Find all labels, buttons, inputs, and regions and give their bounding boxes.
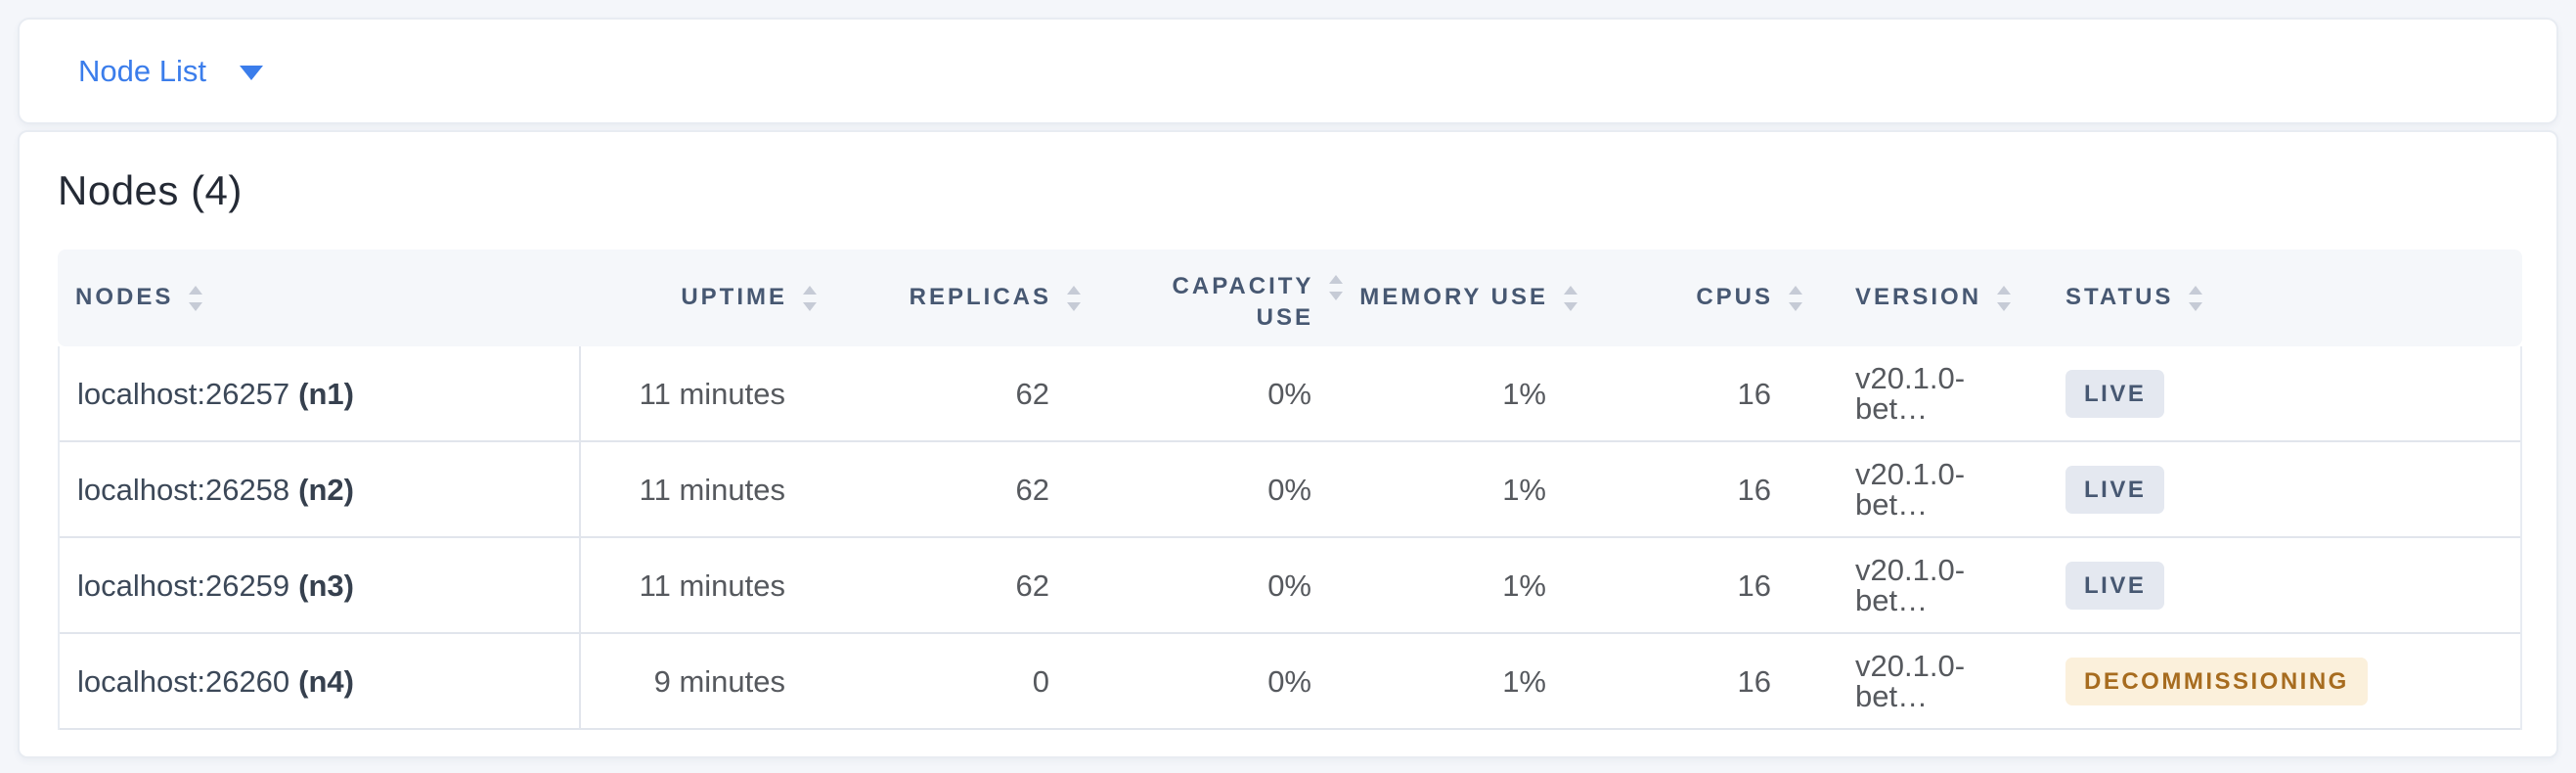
status-cell: LIVE (2019, 369, 2520, 418)
cpus-cell: 16 (1737, 376, 1771, 411)
memory-use-cell: 1% (1502, 376, 1546, 411)
sort-icon[interactable] (1561, 285, 1580, 312)
column-label: Replicas (909, 284, 1051, 311)
column-header-replicas[interactable]: Replicas (825, 250, 1089, 346)
sort-icon[interactable] (1994, 285, 2014, 312)
replicas-cell: 62 (1015, 568, 1049, 603)
column-header-version[interactable]: Version (1811, 250, 2019, 346)
uptime-cell: 9 minutes (653, 663, 785, 699)
version-cell: v20.1.0-bet… (1855, 553, 1966, 617)
capacity-use-cell: 0% (1267, 472, 1311, 507)
table-row-n2[interactable]: localhost:26258 (n2) 11 minutes 62 0% 1%… (60, 442, 2520, 538)
column-label: CPUs (1696, 284, 1773, 311)
view-selector-bar: Node List (18, 18, 2558, 124)
cpus-cell: 16 (1737, 568, 1771, 603)
view-selector-label: Node List (78, 54, 206, 88)
column-header-memory-use[interactable]: Memory Use (1352, 250, 1586, 346)
uptime-cell: 11 minutes (639, 568, 785, 603)
node-id: (n1) (298, 376, 354, 411)
node-address-cell[interactable]: localhost:26258 (n2) (60, 442, 581, 536)
node-id: (n4) (298, 663, 354, 699)
sort-icon[interactable] (1326, 274, 1346, 301)
node-address: localhost:26258 (77, 472, 290, 507)
status-badge: LIVE (2065, 369, 2165, 418)
column-header-nodes[interactable]: Nodes (58, 250, 581, 346)
status-cell: LIVE (2019, 465, 2520, 514)
table-row-n3[interactable]: localhost:26259 (n3) 11 minutes 62 0% 1%… (60, 538, 2520, 634)
node-address: localhost:26257 (77, 376, 290, 411)
node-id: (n3) (298, 568, 354, 603)
table-header-row: Nodes Uptime Replicas Capacity Use Memor… (58, 250, 2522, 346)
capacity-use-cell: 0% (1267, 376, 1311, 411)
column-label: Nodes (75, 284, 174, 311)
version-cell: v20.1.0-bet… (1855, 649, 1966, 713)
node-address: localhost:26260 (77, 663, 290, 699)
replicas-cell: 62 (1015, 472, 1049, 507)
table-body: localhost:26257 (n1) 11 minutes 62 0% 1%… (58, 346, 2522, 730)
status-badge: DECOMMISSIONING (2065, 657, 2368, 705)
status-cell: DECOMMISSIONING (2019, 657, 2520, 705)
column-label: Uptime (681, 284, 787, 311)
memory-use-cell: 1% (1502, 472, 1546, 507)
sort-icon[interactable] (800, 285, 820, 312)
page-title: Nodes (4) (58, 167, 243, 213)
status-badge: LIVE (2065, 465, 2165, 514)
sort-icon[interactable] (186, 285, 205, 312)
sort-icon[interactable] (1064, 285, 1084, 312)
uptime-cell: 11 minutes (639, 472, 785, 507)
version-cell: v20.1.0-bet… (1855, 457, 1966, 522)
view-selector-dropdown[interactable]: Node List (78, 56, 263, 86)
node-address-cell[interactable]: localhost:26259 (n3) (60, 538, 581, 632)
cpus-cell: 16 (1737, 663, 1771, 699)
column-label: Status (2065, 284, 2174, 311)
node-id: (n2) (298, 472, 354, 507)
column-label: Memory Use (1359, 284, 1548, 311)
status-cell: LIVE (2019, 561, 2520, 610)
version-cell: v20.1.0-bet… (1855, 361, 1966, 426)
capacity-use-cell: 0% (1267, 568, 1311, 603)
memory-use-cell: 1% (1502, 568, 1546, 603)
nodes-card: Nodes (4) Nodes Uptime Replicas Capacity… (18, 130, 2558, 758)
node-address-cell[interactable]: localhost:26260 (n4) (60, 634, 581, 728)
table-row-n4[interactable]: localhost:26260 (n4) 9 minutes 0 0% 1% 1… (60, 634, 2520, 730)
chevron-down-icon (239, 66, 263, 80)
column-header-cpus[interactable]: CPUs (1586, 250, 1811, 346)
node-address: localhost:26259 (77, 568, 290, 603)
node-address-cell[interactable]: localhost:26257 (n1) (60, 346, 581, 440)
sort-icon[interactable] (1786, 285, 1805, 312)
column-header-capacity-use[interactable]: Capacity Use (1089, 250, 1352, 346)
cpus-cell: 16 (1737, 472, 1771, 507)
replicas-cell: 62 (1015, 376, 1049, 411)
status-badge: LIVE (2065, 561, 2165, 610)
column-header-uptime[interactable]: Uptime (581, 250, 825, 346)
capacity-use-cell: 0% (1267, 663, 1311, 699)
replicas-cell: 0 (1032, 663, 1049, 699)
column-label: Version (1855, 284, 1982, 311)
column-header-status[interactable]: Status (2019, 250, 2522, 346)
node-table: Nodes Uptime Replicas Capacity Use Memor… (58, 250, 2522, 730)
column-label: Capacity Use (1172, 273, 1314, 332)
uptime-cell: 11 minutes (639, 376, 785, 411)
table-row-n1[interactable]: localhost:26257 (n1) 11 minutes 62 0% 1%… (60, 346, 2520, 442)
sort-icon[interactable] (2186, 285, 2205, 312)
memory-use-cell: 1% (1502, 663, 1546, 699)
